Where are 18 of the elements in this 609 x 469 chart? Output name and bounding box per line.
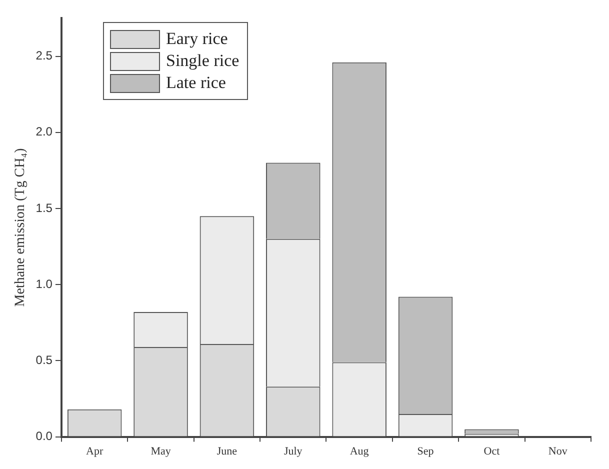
y-axis-title: Methane emission (Tg CH₄) — [13, 148, 28, 307]
x-tick-label: May — [150, 445, 172, 458]
y-tick-label: 1.0 — [36, 276, 53, 291]
y-tick-label: 2.5 — [36, 48, 53, 63]
x-tick-label: Sep — [417, 445, 434, 458]
legend-label: Single rice — [166, 51, 240, 71]
legend-label: Eary rice — [166, 29, 228, 49]
y-tick-label: 0.0 — [36, 429, 53, 444]
x-tick-label: Aug — [350, 445, 370, 458]
x-tick-label: June — [216, 445, 238, 458]
x-tick-label: Nov — [548, 445, 568, 458]
x-tick-label: Oct — [484, 445, 500, 458]
y-tick-label: 1.5 — [36, 200, 53, 215]
y-tick-label: 0.5 — [36, 353, 53, 368]
legend-label: Late rice — [166, 73, 226, 93]
y-tick-label: 2.0 — [36, 124, 53, 139]
x-tick-label: July — [284, 445, 303, 458]
x-tick-label: Apr — [86, 445, 104, 458]
